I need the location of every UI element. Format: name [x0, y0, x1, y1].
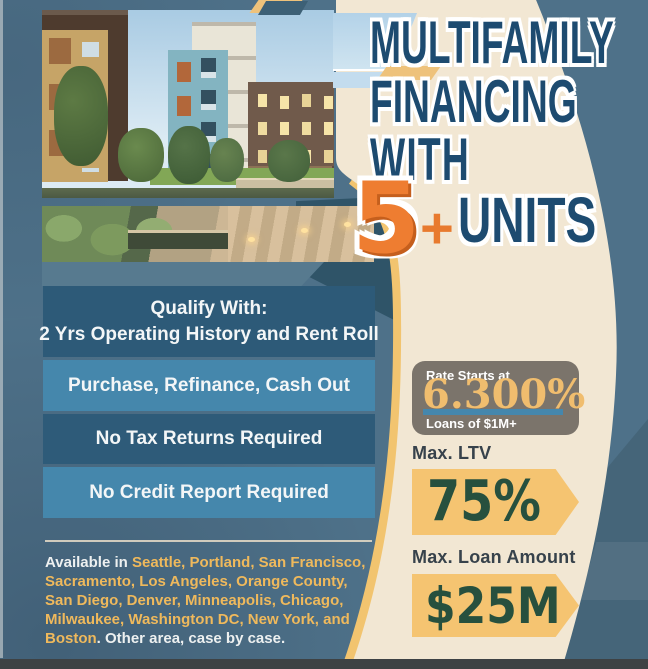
availability-suffix: . Other area, case by case. — [96, 630, 286, 647]
availability-prefix: Available in — [45, 554, 132, 571]
availability-cities: Seattle, Portland, San Francisco, Sacram… — [45, 554, 366, 647]
path-light — [344, 221, 352, 227]
max-loan-label: Max. Loan Amount — [412, 547, 576, 567]
feature-text: No Tax Returns Required — [95, 428, 323, 450]
max-ltv-value: 75% — [427, 469, 541, 534]
feature-text: Purchase, Refinance, Cash Out — [68, 374, 350, 396]
rate-top-label: Rate Starts at — [426, 368, 510, 383]
max-loan-value: $25M — [425, 576, 561, 635]
ground-strip — [42, 188, 334, 198]
headline-units: UNITS — [458, 184, 597, 256]
plus-sign: + — [420, 196, 454, 261]
rate-bottom-label: Loans of $1M+ — [426, 416, 517, 431]
feature-text: No Credit Report Required — [89, 481, 329, 503]
apartment-photo-main — [42, 10, 334, 198]
max-ltv-label: Max. LTV — [412, 443, 492, 463]
feature-text: 2 Yrs Operating History and Rent Roll — [39, 323, 379, 345]
left-edge-strip — [0, 0, 3, 658]
feature-box-qualify: Qualify With: 2 Yrs Operating History an… — [39, 286, 379, 357]
rate-value: 6.300% — [422, 371, 586, 418]
headline-line-1: MULTIFAMILY — [370, 9, 614, 76]
under-photo-band — [42, 262, 324, 286]
planter-box — [128, 229, 248, 250]
headline-line-2: FINANCING — [370, 68, 577, 135]
path-light — [247, 236, 255, 242]
headline-number-5: 5 — [352, 162, 421, 276]
walkway-pavers — [227, 206, 374, 262]
headline-line-3: WITH — [370, 126, 470, 193]
rate-underline — [423, 409, 563, 415]
rate-card: Rate Starts at 6.300% Loans of $1M+ — [412, 361, 585, 435]
feature-text: Qualify With: — [150, 297, 268, 319]
path-light — [300, 228, 308, 234]
apartment-photo-walkway — [42, 206, 374, 262]
footer-bar — [0, 659, 648, 669]
teal-accent-slice — [257, 1, 309, 15]
tree — [210, 138, 244, 182]
feature-box-no-credit-report: No Credit Report Required — [43, 467, 375, 518]
feature-box-purchase: Purchase, Refinance, Cash Out — [43, 360, 375, 411]
divider-line — [45, 540, 372, 542]
tree — [168, 126, 210, 184]
max-loan-arrow-banner: $25M — [412, 574, 579, 637]
feature-box-no-tax-returns: No Tax Returns Required — [43, 414, 375, 464]
tree — [118, 128, 164, 182]
tree — [54, 66, 108, 166]
tree — [268, 140, 310, 182]
max-ltv-arrow-banner: 75% — [412, 469, 579, 535]
sky-slice-accent — [333, 72, 391, 88]
availability-text: Available in Seattle, Portland, San Fran… — [45, 553, 379, 648]
